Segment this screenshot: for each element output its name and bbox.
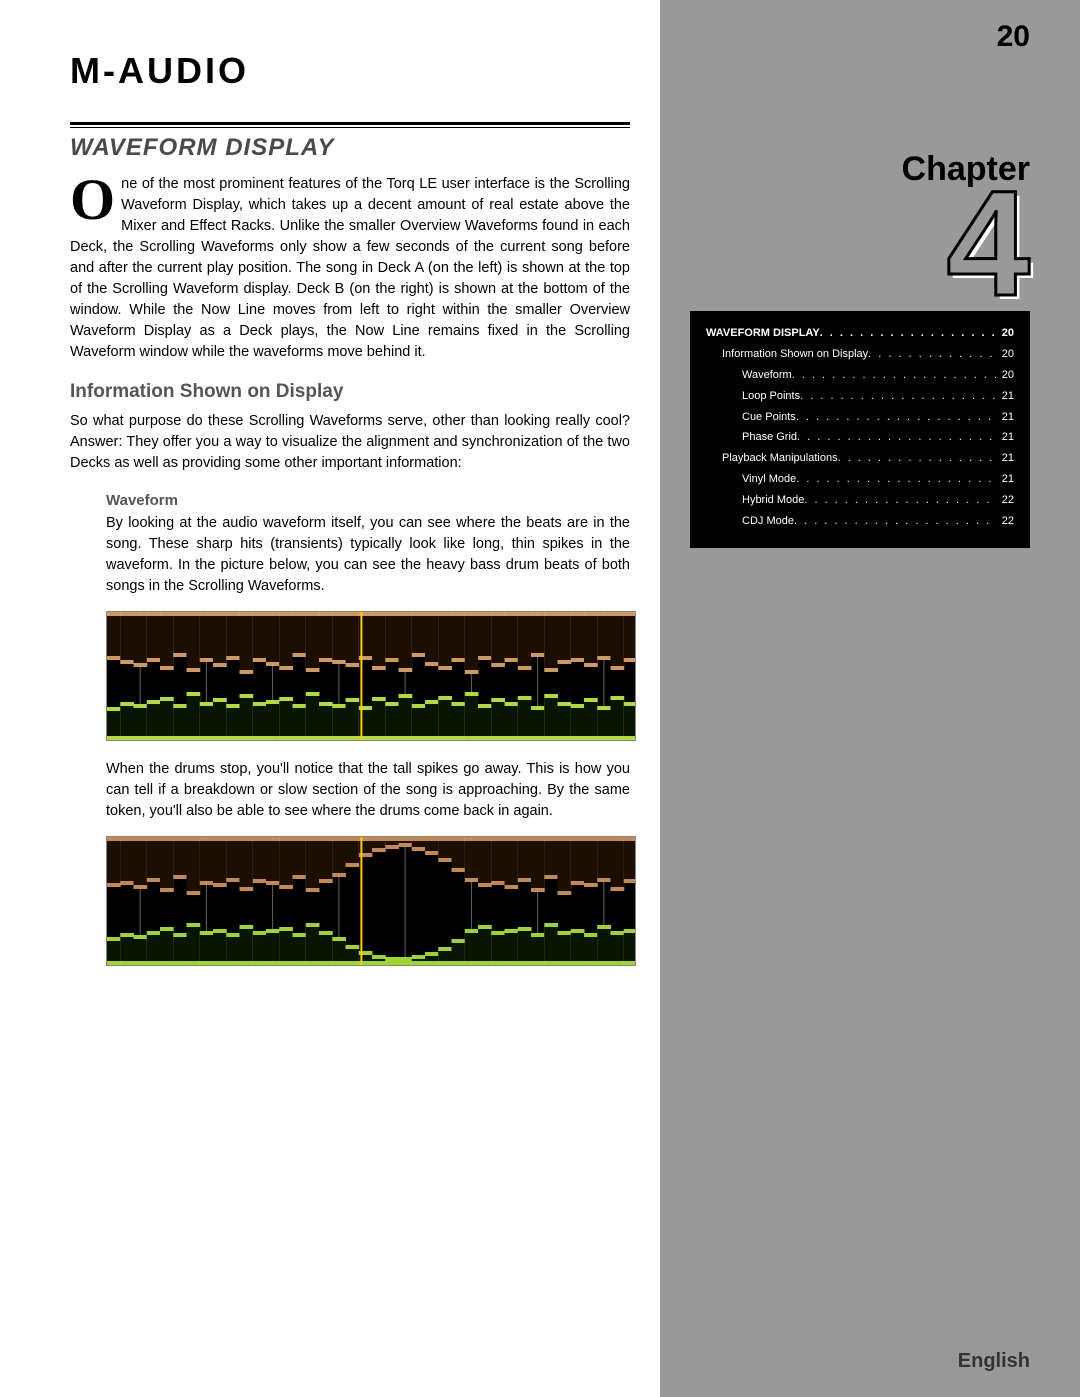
waveform-image-1	[106, 611, 636, 741]
sub-text: So what purpose do these Scrolling Wavef…	[70, 411, 630, 474]
toc-page: 21	[996, 448, 1014, 469]
toc-label: Waveform	[742, 365, 792, 386]
toc-dots	[838, 448, 996, 469]
toc-label: Playback Manipulations	[722, 448, 838, 469]
toc-dots	[797, 427, 996, 448]
sub-heading: Information Shown on Display	[70, 381, 630, 403]
toc-page: 21	[996, 469, 1014, 490]
toc-item[interactable]: CDJ Mode 22	[706, 511, 1014, 532]
toc-dots	[792, 365, 996, 386]
toc-dots	[796, 469, 996, 490]
brand-logo: M-AUDIO	[70, 50, 630, 92]
toc-page: 21	[996, 386, 1014, 407]
toc-page: 20	[996, 344, 1014, 365]
subsub-text-1: By looking at the audio waveform itself,…	[106, 513, 630, 597]
toc-page: 22	[996, 511, 1014, 532]
toc-item[interactable]: Loop Points 21	[706, 386, 1014, 407]
toc-label: WAVEFORM DISPLAY	[706, 323, 820, 344]
toc-dots	[868, 344, 996, 365]
toc-item[interactable]: WAVEFORM DISPLAY 20	[706, 323, 1014, 344]
toc-label: Phase Grid	[742, 427, 797, 448]
intro-paragraph: O ne of the most prominent features of t…	[70, 174, 630, 363]
dropcap: O	[70, 174, 121, 222]
waveform-image-2	[106, 836, 636, 966]
toc-item[interactable]: Vinyl Mode 21	[706, 469, 1014, 490]
toc-label: Information Shown on Display	[722, 344, 868, 365]
table-of-contents: WAVEFORM DISPLAY20Information Shown on D…	[690, 311, 1030, 548]
toc-dots	[796, 407, 996, 428]
toc-page: 20	[996, 365, 1014, 386]
toc-label: Hybrid Mode	[742, 490, 804, 511]
intro-text: ne of the most prominent features of the…	[70, 176, 630, 360]
chapter-number: 4	[690, 183, 1030, 303]
toc-dots	[800, 386, 996, 407]
divider	[70, 122, 630, 128]
page-number: 20	[997, 20, 1030, 54]
toc-dots	[804, 490, 995, 511]
sidebar: 20 Chapter 4 WAVEFORM DISPLAY20Informati…	[660, 0, 1080, 1397]
toc-label: Loop Points	[742, 386, 800, 407]
subsub-text-2: When the drums stop, you'll notice that …	[106, 759, 630, 822]
toc-item[interactable]: Phase Grid 21	[706, 427, 1014, 448]
toc-page: 20	[996, 323, 1014, 344]
toc-dots	[820, 323, 996, 344]
language-label: English	[958, 1350, 1030, 1373]
toc-page: 22	[996, 490, 1014, 511]
toc-dots	[794, 511, 996, 532]
subsub-heading: Waveform	[106, 492, 630, 509]
toc-label: Cue Points	[742, 407, 796, 428]
toc-item[interactable]: Waveform 20	[706, 365, 1014, 386]
toc-page: 21	[996, 407, 1014, 428]
toc-item[interactable]: Cue Points 21	[706, 407, 1014, 428]
main-content: M-AUDIO WAVEFORM DISPLAY O ne of the mos…	[0, 0, 660, 1397]
toc-item[interactable]: Hybrid Mode 22	[706, 490, 1014, 511]
toc-item[interactable]: Information Shown on Display 20	[706, 344, 1014, 365]
toc-item[interactable]: Playback Manipulations 21	[706, 448, 1014, 469]
section-title: WAVEFORM DISPLAY	[70, 134, 630, 162]
toc-label: CDJ Mode	[742, 511, 794, 532]
toc-page: 21	[996, 427, 1014, 448]
toc-label: Vinyl Mode	[742, 469, 796, 490]
